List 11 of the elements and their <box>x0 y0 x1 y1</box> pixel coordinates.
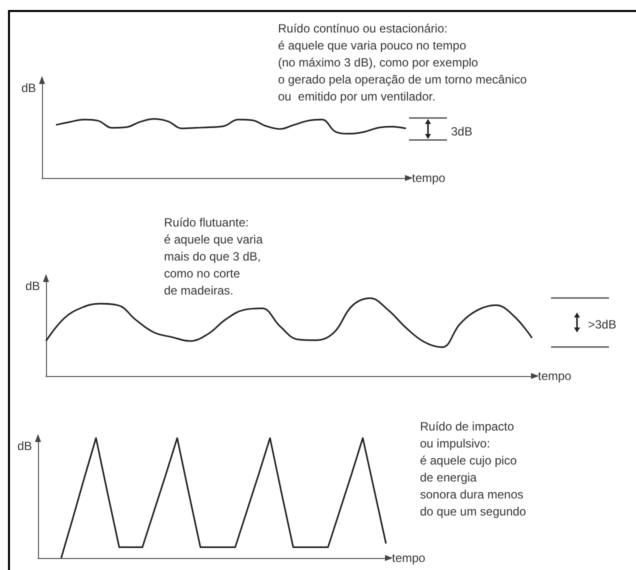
text: 3dB <box>451 124 472 138</box>
text: >3dB <box>588 318 616 332</box>
text: Ruído contínuo ou estacionário: é aquele que varia pouco no tempo (no máximo 3 dB), como por exemplo o gerado pela operação de um torno mecânico ou emitido por um ventilador. <box>278 22 528 104</box>
x-axis-title: tempo <box>392 551 426 565</box>
x-axis-title: tempo <box>412 171 446 185</box>
y-axis-title: dB <box>25 279 40 293</box>
y-axis-title: dB <box>17 439 32 453</box>
y-axis-title: dB <box>21 81 36 95</box>
x-axis-title: tempo <box>538 369 572 383</box>
text: Ruído flutuante: é aquele que varia mais do que 3 dB, como no corte de madeiras. <box>164 216 264 298</box>
text: Ruído de impacto ou impulsivo: é aquele cujo pico de energia sonora dura menos do que um segundo <box>420 420 526 518</box>
